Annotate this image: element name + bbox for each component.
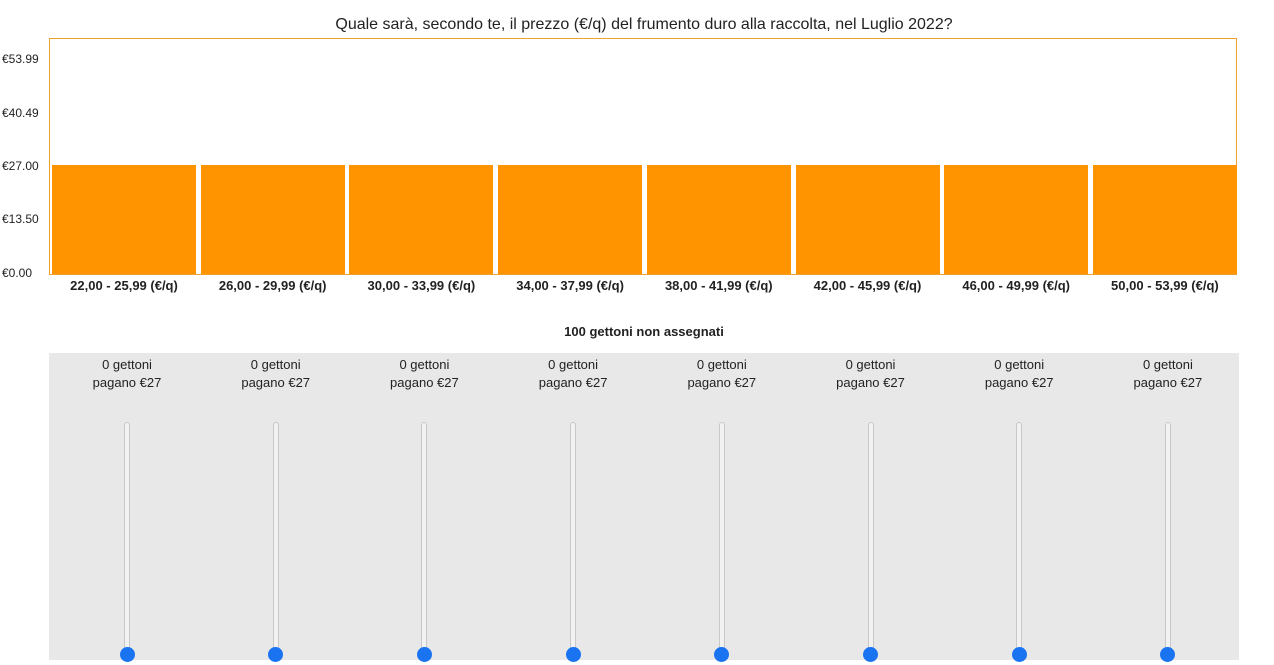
y-tick-label: €40.49 <box>2 105 39 120</box>
tokens-count-label: 0 gettoni <box>250 357 301 372</box>
y-tick-label: €13.50 <box>2 212 39 227</box>
payout-label: pagano €27 <box>390 375 459 390</box>
allocation-label: 0 gettoni pagano €27 <box>53 356 201 392</box>
x-tick-label: 26,00 - 29,99 (€/q) <box>218 278 327 293</box>
token-slider-thumb[interactable] <box>1160 647 1176 662</box>
tokens-count-label: 0 gettoni <box>994 357 1045 372</box>
payout-label: pagano €27 <box>241 375 311 390</box>
tokens-count-label: 0 gettoni <box>696 357 747 372</box>
question-title: Quale sarà, secondo te, il prezzo (€/q) … <box>335 16 953 33</box>
x-tick-label: 50,00 - 53,99 (€/q) <box>1111 278 1219 293</box>
allocation-label: 0 gettoni pagano €27 <box>499 356 647 392</box>
token-slider-thumb[interactable] <box>268 647 284 662</box>
x-tick-label: 22,00 - 25,99 (€/q) <box>70 278 178 293</box>
token-slider-thumb[interactable] <box>565 647 581 662</box>
histogram-bar <box>1092 164 1237 274</box>
x-tick-label: 42,00 - 45,99 (€/q) <box>813 278 922 293</box>
token-slider-track[interactable] <box>570 422 577 655</box>
histogram-bar <box>795 164 940 274</box>
y-tick-label: €27.00 <box>2 158 39 173</box>
token-slider-track[interactable] <box>272 422 279 655</box>
histogram-bar <box>944 164 1089 274</box>
tokens-count-label: 0 gettoni <box>845 357 896 372</box>
histogram-bar <box>349 164 494 274</box>
histogram-bar <box>52 164 196 274</box>
token-slider-thumb[interactable] <box>1011 647 1027 662</box>
payout-label: pagano €27 <box>984 375 1054 390</box>
tokens-count-label: 0 gettoni <box>102 357 152 372</box>
token-slider-track[interactable] <box>1164 422 1171 655</box>
y-tick-label: €0.00 <box>2 266 33 280</box>
token-slider-track[interactable] <box>867 422 874 655</box>
token-slider-thumb[interactable] <box>119 647 135 662</box>
payout-label: pagano €27 <box>687 375 757 390</box>
token-slider-thumb[interactable] <box>416 647 432 662</box>
token-slider-track[interactable] <box>124 422 130 655</box>
payout-label: pagano €27 <box>1133 375 1203 390</box>
allocation-label: 0 gettoni pagano €27 <box>350 356 498 392</box>
x-tick-label: 38,00 - 41,99 (€/q) <box>664 278 773 293</box>
unassigned-tokens-label: 100 gettoni non assegnati <box>564 324 724 339</box>
allocation-label: 0 gettoni pagano €27 <box>648 356 796 392</box>
token-slider-track[interactable] <box>718 422 725 655</box>
token-slider-thumb[interactable] <box>714 647 730 662</box>
tokens-count-label: 0 gettoni <box>399 357 450 372</box>
x-tick-label: 46,00 - 49,99 (€/q) <box>962 278 1071 293</box>
payout-label: pagano €27 <box>92 375 162 390</box>
histogram-bar <box>498 164 643 274</box>
token-allocation-panel <box>49 353 1239 660</box>
token-slider-track[interactable] <box>1016 422 1023 655</box>
tokens-count-label: 0 gettoni <box>1142 357 1193 372</box>
histogram-bar <box>646 164 791 274</box>
allocation-label: 0 gettoni pagano €27 <box>797 356 945 392</box>
token-slider-thumb[interactable] <box>863 647 878 662</box>
payout-label: pagano €27 <box>538 375 608 390</box>
tokens-count-label: 0 gettoni <box>548 357 599 372</box>
x-tick-label: 34,00 - 37,99 (€/q) <box>516 278 624 293</box>
allocation-label: 0 gettoni pagano €27 <box>202 356 350 392</box>
x-tick-label: 30,00 - 33,99 (€/q) <box>367 278 476 293</box>
allocation-label: 0 gettoni pagano €27 <box>1094 356 1242 392</box>
y-tick-label: €53.99 <box>2 52 39 66</box>
payout-label: pagano €27 <box>836 375 905 390</box>
histogram-bar <box>200 164 345 274</box>
allocation-label: 0 gettoni pagano €27 <box>945 356 1093 392</box>
token-slider-track[interactable] <box>421 422 428 655</box>
